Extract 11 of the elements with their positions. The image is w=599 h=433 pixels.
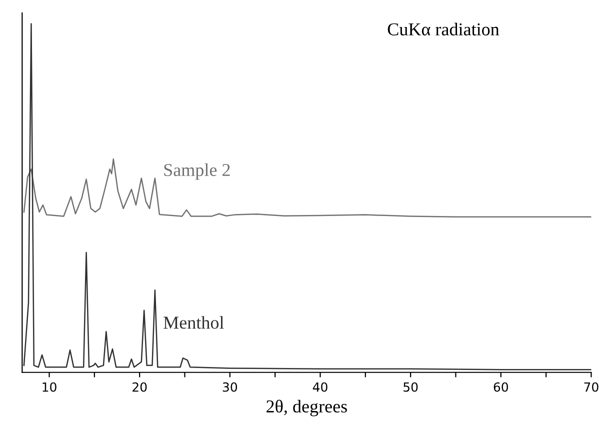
annotation: CuKα radiation: [388, 22, 500, 36]
x-tick-label: 50: [404, 382, 418, 392]
x-tick-label: 10: [42, 382, 56, 392]
x-axis-title: 2θ, degrees: [266, 400, 347, 416]
x-tick-label: 70: [584, 382, 598, 392]
series-label: Sample 2: [164, 163, 230, 180]
x-tick-label: 20: [132, 382, 147, 392]
series-label: Menthol: [164, 316, 224, 329]
x-tick-label: 30: [222, 382, 238, 392]
x-tick-label: 60: [494, 382, 508, 392]
x-tick-label: 40: [312, 382, 328, 392]
